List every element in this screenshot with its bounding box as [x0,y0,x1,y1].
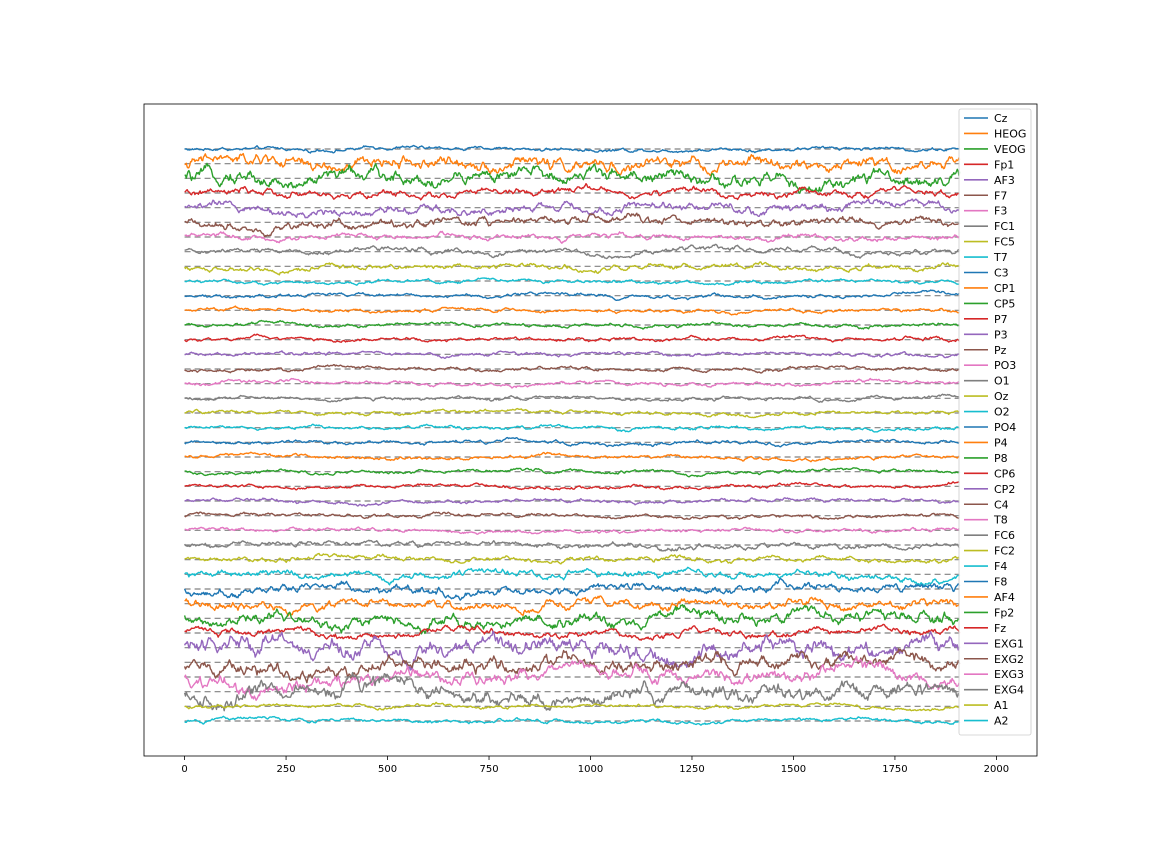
trace-o2 [184,423,961,433]
legend-label-c3: C3 [994,267,1009,280]
legend-label-cp1: CP1 [994,282,1015,295]
legend-box [958,108,1032,736]
legend-label-cp6: CP6 [994,467,1015,480]
legend-label-p4: P4 [994,436,1008,449]
x-tick-label: 1500 [781,764,806,775]
legend-label-f4: F4 [994,560,1007,573]
trace-fc1 [184,243,961,260]
trace-cp6 [184,481,961,491]
legend-label-po4: PO4 [994,421,1016,434]
trace-a1 [184,701,960,712]
x-tick-label: 1000 [578,764,603,775]
x-tick-label: 0 [181,764,187,775]
trace-fc6 [184,539,961,552]
plot-area [143,103,1038,757]
legend-label-f3: F3 [994,205,1007,218]
trace-exg1 [183,630,961,671]
trace-p3 [184,350,961,359]
trace-fc5 [184,261,961,276]
legend-label-exg2: EXG2 [994,653,1024,666]
legend-label-cp5: CP5 [994,297,1015,310]
trace-oz [184,407,960,419]
legend-label-fp1: Fp1 [994,158,1014,171]
trace-c3 [184,289,961,301]
trace-cz [184,144,961,154]
legend-label-a1: A1 [994,699,1009,712]
trace-t7 [184,277,960,286]
trace-p8 [184,467,961,478]
legend-label-f7: F7 [994,189,1007,202]
legend-label-fc5: FC5 [994,236,1015,249]
trace-heog [184,152,961,177]
trace-f4 [184,566,961,587]
x-axis: 0 250 500 750 1000 1250 1500 1750 2000 [181,756,1009,775]
legend-label-f8: F8 [994,576,1007,589]
legend-label-oz: Oz [994,390,1009,403]
channel-traces [183,144,961,726]
legend-label-fc1: FC1 [994,220,1015,233]
legend-label-a2: A2 [994,715,1009,728]
trace-f3 [184,230,961,245]
legend-label-exg3: EXG3 [994,668,1024,681]
trace-t8 [184,526,961,535]
trace-o1 [184,393,960,403]
legend-label-fc2: FC2 [994,545,1015,558]
x-tick-label: 1750 [882,764,907,775]
legend-label-exg4: EXG4 [994,684,1024,697]
trace-po3 [184,377,961,389]
legend-label-cz: Cz [994,112,1008,125]
trace-exg2 [183,648,961,684]
trace-af4 [184,595,960,617]
trace-af3 [184,198,961,219]
legend-label-t8: T8 [993,514,1008,527]
trace-exg4 [183,671,961,712]
trace-pz [184,364,961,374]
legend-label-o2: O2 [994,406,1010,419]
legend-label-exg1: EXG1 [994,637,1024,650]
legend-label-p3: P3 [994,328,1008,341]
legend-label-p8: P8 [994,452,1008,465]
legend-label-fz: Fz [994,622,1006,635]
legend-label-af4: AF4 [994,591,1015,604]
legend-label-heog: HEOG [994,127,1026,140]
legend-label-c4: C4 [994,498,1009,511]
legend-label-fp2: Fp2 [994,606,1014,619]
trace-p7 [184,333,961,343]
legend-label-fc6: FC6 [994,529,1015,542]
legend-label-pz: Pz [994,344,1007,357]
x-tick-label: 1250 [679,764,704,775]
legend-label-p7: P7 [994,313,1008,326]
legend-label-af3: AF3 [994,174,1015,187]
trace-p4 [184,451,961,463]
trace-fp1 [184,182,960,201]
x-tick-label: 250 [277,764,296,775]
trace-cp1 [184,305,961,316]
trace-fz [184,623,961,641]
legend-label-cp2: CP2 [994,483,1015,496]
legend-label-o1: O1 [994,375,1010,388]
legend-label-t7: T7 [993,251,1008,264]
trace-cp2 [184,497,960,507]
x-tick-label: 750 [479,764,498,775]
trace-cp5 [184,319,961,330]
trace-veog [184,162,961,194]
trace-fc2 [184,552,961,565]
trace-a2 [184,715,961,726]
trace-f8 [183,577,961,601]
trace-exg3 [183,655,961,701]
trace-fp2 [183,604,961,635]
trace-c4 [184,511,961,520]
legend-label-po3: PO3 [994,359,1016,372]
trace-f7 [184,212,961,238]
x-tick-label: 500 [378,764,397,775]
legend: Cz HEOG VEOG Fp1 AF3 F7 F3 FC1 FC5 T7 C3 CP1 CP5 P7 P3… [958,108,1032,736]
legend-label-veog: VEOG [994,143,1026,156]
x-tick-label: 2000 [984,764,1009,775]
trace-po4 [184,436,961,448]
